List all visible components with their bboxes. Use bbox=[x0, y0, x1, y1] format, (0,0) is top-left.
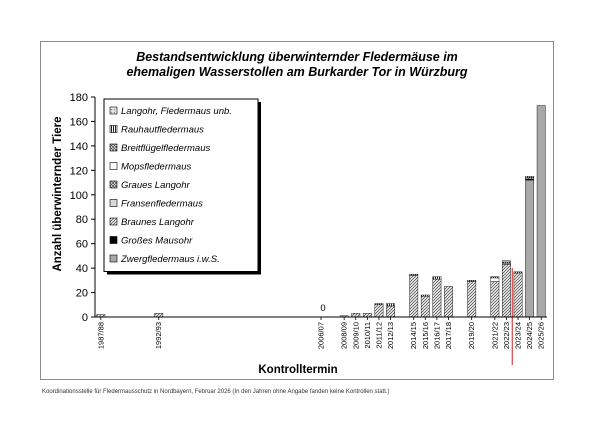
legend-entry: Langohr, Fledermaus unb. bbox=[121, 106, 232, 117]
legend-swatch bbox=[109, 180, 118, 189]
y-axis-label: Anzahl überwinternder Tiere bbox=[52, 116, 64, 271]
y-tick-label: 60 bbox=[76, 239, 88, 251]
legend-swatch bbox=[109, 106, 118, 115]
legend-entry: Fransenfledermaus bbox=[121, 199, 203, 210]
bar-segment bbox=[351, 313, 361, 318]
y-tick-label: 140 bbox=[70, 141, 88, 153]
legend-entry: Rauhautfledermaus bbox=[121, 125, 204, 136]
legend-entry: Graues Langohr bbox=[121, 180, 190, 191]
x-tick-label: 2017/18 bbox=[444, 322, 453, 349]
bar-segment bbox=[525, 179, 535, 318]
chart-title-line-1: Bestandsentwicklung überwinternder Flede… bbox=[136, 50, 458, 64]
bar-segment bbox=[432, 278, 442, 318]
annotation-label: 0 bbox=[320, 303, 325, 314]
x-tick-label: 2021/22 bbox=[490, 322, 499, 349]
legend-box bbox=[103, 98, 259, 272]
bar-segment bbox=[409, 273, 419, 276]
legend-entry: Braunes Langohr bbox=[121, 217, 195, 228]
y-tick-label: 180 bbox=[70, 92, 88, 104]
y-tick-label: 0 bbox=[82, 312, 88, 324]
bar-segment bbox=[490, 277, 500, 282]
x-tick-label: 2006/07 bbox=[317, 322, 326, 349]
annotations: 0 bbox=[320, 303, 325, 314]
chart: Bestandsentwicklung überwinternder Flede… bbox=[52, 50, 547, 376]
x-tick-label: 2011/12 bbox=[374, 322, 383, 349]
x-tick-label: 2014/15 bbox=[409, 322, 418, 349]
bar-segment bbox=[386, 305, 395, 318]
footnote: Koordinationsstelle für Fledermausschutz… bbox=[42, 389, 390, 395]
bar-segment bbox=[374, 303, 384, 306]
bars bbox=[96, 105, 546, 365]
x-tick-label: 2008/09 bbox=[340, 322, 349, 349]
bar-segment bbox=[467, 280, 477, 282]
x-axis: 1987/88 1992/93 2006/07 2008/09 2009/10 2010/… bbox=[95, 316, 547, 349]
x-tick-label: 2010/11 bbox=[363, 322, 372, 349]
legend-swatch bbox=[109, 217, 118, 226]
bar-segment bbox=[432, 276, 442, 280]
x-tick-label: 2024/25 bbox=[525, 322, 534, 349]
y-tick-label: 100 bbox=[70, 190, 88, 202]
bar-segment bbox=[154, 313, 164, 318]
bar-segment bbox=[536, 105, 546, 318]
bar-segment bbox=[490, 276, 500, 279]
y-tick-label: 40 bbox=[76, 263, 88, 275]
bar-segment bbox=[409, 275, 419, 318]
legend-swatch bbox=[109, 162, 118, 170]
bar-segment bbox=[374, 304, 384, 318]
y-tick-label: 80 bbox=[76, 214, 88, 226]
x-tick-label: 2015/16 bbox=[421, 322, 430, 349]
y-tick-label: 120 bbox=[70, 165, 88, 177]
legend-swatch bbox=[109, 254, 118, 263]
x-tick-label: 1987/88 bbox=[96, 322, 105, 349]
bar-segment bbox=[502, 260, 511, 263]
x-tick-label: 2012/13 bbox=[386, 322, 395, 349]
x-tick-label: 2016/17 bbox=[432, 322, 441, 349]
bar-segment bbox=[525, 176, 535, 178]
chart-title-line-2: ehemaligen Wasserstollen am Burkarder To… bbox=[126, 65, 467, 79]
bar-segment bbox=[420, 294, 430, 297]
x-tick-label: 2009/10 bbox=[351, 322, 360, 349]
legend-swatch bbox=[109, 143, 118, 152]
x-axis-label: Kontrolltermin bbox=[258, 364, 337, 376]
legend-entry: Zwergfledermaus i.w.S. bbox=[120, 254, 220, 265]
bar-segment bbox=[386, 303, 395, 307]
bar-segment bbox=[420, 295, 430, 318]
y-tick-label: 20 bbox=[76, 288, 88, 300]
bar-segment bbox=[490, 281, 500, 318]
x-tick-label: 2022/23 bbox=[502, 322, 511, 349]
legend: Langohr, Fledermaus unb. Rauhautfledermau… bbox=[103, 98, 261, 275]
chart-frame: Bestandsentwicklung überwinternder Flede… bbox=[40, 41, 554, 380]
y-axis: 0 20 40 60 80 100 120 140 160 180 bbox=[70, 92, 96, 324]
legend-entry: Mopsfledermaus bbox=[121, 162, 191, 173]
x-tick-label: 2025/26 bbox=[537, 322, 546, 349]
y-tick-label: 160 bbox=[70, 116, 88, 128]
x-tick-label: 1992/93 bbox=[154, 322, 163, 349]
bar-segment bbox=[502, 264, 511, 318]
bar-segment bbox=[467, 281, 477, 318]
legend-swatch bbox=[109, 236, 118, 244]
x-tick-label: 2023/24 bbox=[514, 322, 523, 349]
legend-entry: Breitflügelfledermaus bbox=[121, 143, 210, 154]
x-tick-label: 2019/20 bbox=[467, 322, 476, 349]
bar-segment bbox=[513, 271, 523, 274]
legend-swatch bbox=[109, 125, 118, 133]
legend-swatch bbox=[109, 199, 118, 207]
bar-segment bbox=[444, 286, 453, 318]
bar-segment bbox=[513, 272, 523, 318]
legend-entry: Großes Mausohr bbox=[121, 236, 193, 247]
bar-segment bbox=[362, 313, 372, 318]
